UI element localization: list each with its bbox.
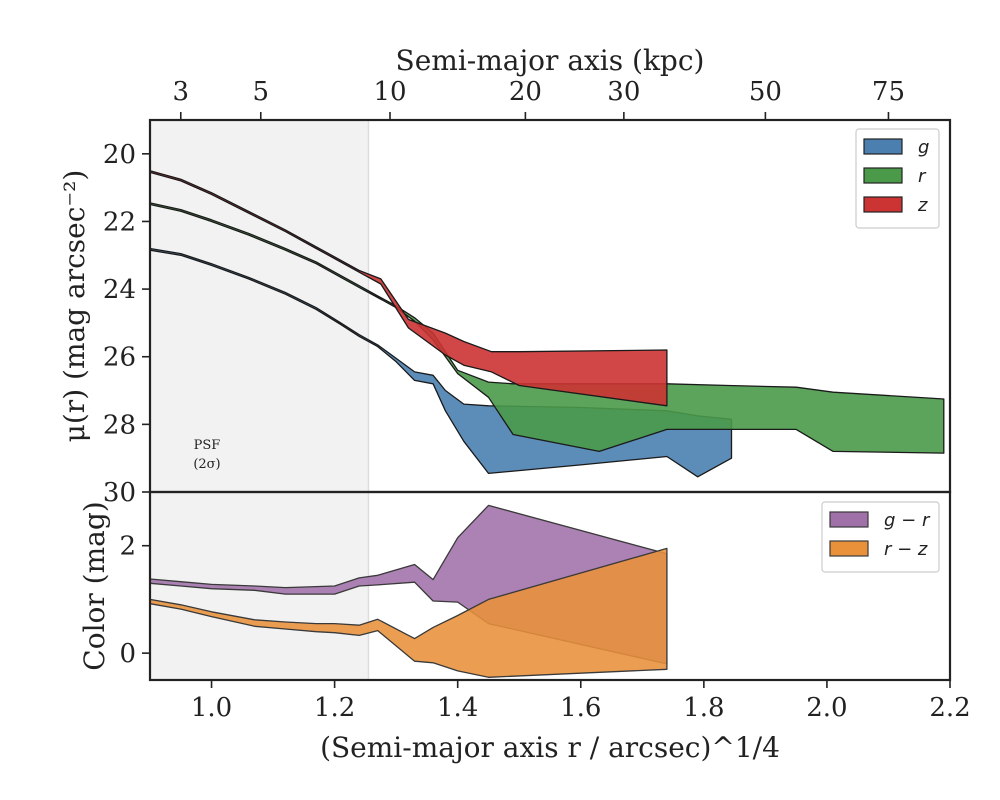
- top-y-axis-title: μ(r) (mag arcsec⁻²): [58, 170, 91, 443]
- bottom-panel-series: [149, 504, 668, 678]
- bottom-x-tick-label: 1.8: [683, 693, 724, 723]
- legend-label: g − r: [884, 510, 931, 531]
- top-x-tick-label: 5: [252, 77, 269, 107]
- top-x-tick-label: 50: [749, 77, 782, 107]
- legend-swatch: [863, 138, 903, 155]
- bottom-legend: g − r r − z: [821, 501, 940, 573]
- top-y-tick-label: 30: [103, 478, 136, 508]
- bottom-x-tick-label: 2.0: [806, 693, 847, 723]
- bottom-x-tick-label: 1.0: [191, 693, 232, 723]
- legend-label: r − z: [884, 539, 928, 560]
- top-panel-series: [149, 170, 945, 478]
- legend-swatch: [829, 540, 869, 557]
- top-x-axis-title: Semi-major axis (kpc): [396, 44, 705, 77]
- top-legend: grz: [855, 128, 940, 229]
- top-y-tick-label: 26: [103, 343, 136, 373]
- top-x-tick-label: 75: [872, 77, 905, 107]
- band-rz: [149, 547, 668, 678]
- bottom-x-tick-label: 2.2: [929, 693, 970, 723]
- top-y-tick-label: 28: [103, 410, 136, 440]
- legend-swatch: [863, 196, 903, 213]
- legend-label: r: [918, 166, 927, 187]
- bottom-x-tick-label: 1.4: [437, 693, 478, 723]
- top-x-tick-label: 10: [373, 77, 406, 107]
- psf-sigma-label: (2σ): [193, 457, 220, 472]
- top-x-tick-label: 30: [607, 77, 640, 107]
- bottom-panel-frame: [148, 490, 952, 682]
- legend-label: g: [918, 137, 929, 158]
- psf-label: PSF: [194, 438, 221, 453]
- band-r: [149, 202, 945, 454]
- legend-swatch: [863, 167, 903, 184]
- legend-label: z: [917, 195, 928, 216]
- top-x-tick-label: 3: [172, 77, 189, 107]
- bottom-x-axis-title: (Semi-major axis r / arcsec)^1/4: [320, 731, 780, 764]
- psf-region: [150, 120, 369, 680]
- top-y-tick-label: 24: [103, 275, 136, 305]
- band-z: [149, 170, 668, 407]
- legend-swatch: [829, 511, 869, 528]
- axis-ticks: 20 22 24 26 28 30 3 5 10 20 30 50 75 0 2 1.0 1.2 1.4 1.6 1.…: [103, 77, 971, 723]
- bottom-y-tick-label: 0: [119, 639, 136, 669]
- bottom-x-tick-label: 1.6: [560, 693, 601, 723]
- top-x-tick-label: 20: [509, 77, 542, 107]
- bottom-y-axis-title: Color (mag): [78, 501, 111, 670]
- bottom-y-tick-label: 2: [119, 532, 136, 562]
- top-y-tick-label: 20: [103, 140, 136, 170]
- top-y-tick-label: 22: [103, 207, 136, 237]
- psf-shading-layer: [150, 120, 370, 680]
- bottom-x-tick-label: 1.2: [314, 693, 355, 723]
